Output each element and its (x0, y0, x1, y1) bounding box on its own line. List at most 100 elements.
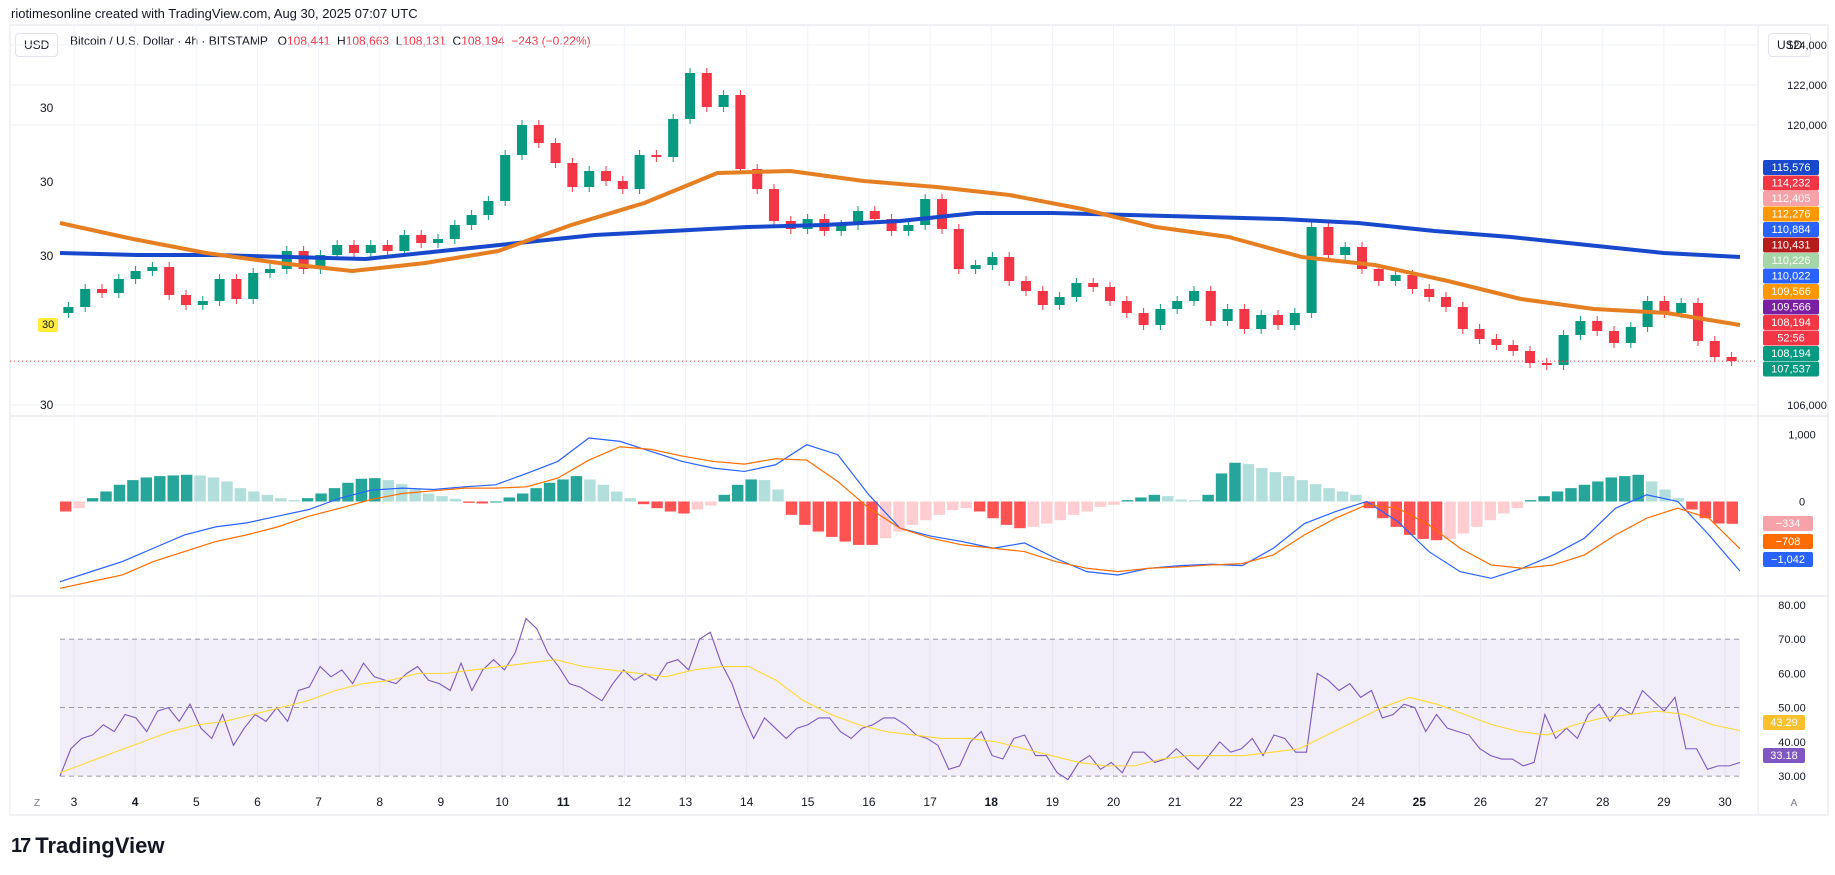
left-scale-label: 30 (40, 101, 54, 115)
macd-histogram-bar (812, 501, 825, 532)
moving-average-line (59, 211, 1741, 261)
candle (852, 211, 864, 225)
candle (214, 279, 225, 301)
x-tick-label: 24 (1351, 795, 1365, 809)
rsi-label-text: 33.18 (1770, 750, 1798, 762)
price-label-badge (1763, 299, 1819, 315)
x-tick-label: 3 (71, 795, 78, 809)
rsi-y-tick-label: 70.00 (1778, 634, 1806, 646)
candle (483, 201, 494, 215)
candle (500, 155, 511, 201)
macd-histogram-bar (1108, 501, 1120, 505)
price-label-badge (1763, 330, 1819, 346)
candle (987, 257, 998, 265)
macd-histogram-bar (960, 501, 972, 509)
auto-scale-button[interactable]: A (1790, 798, 1798, 809)
candle (1037, 291, 1048, 305)
macd-histogram-bar (973, 501, 986, 512)
price-label-text: 108,194 (1771, 348, 1811, 360)
macd-histogram-bar (732, 484, 744, 502)
macd-line (59, 446, 1741, 589)
rsi-line (59, 617, 1741, 781)
price-label-badge (1763, 191, 1819, 206)
macd-histogram-bar (1430, 501, 1443, 541)
x-tick-label: 4 (132, 795, 139, 809)
macd-histogram-bar (1726, 501, 1738, 524)
price-label-text: 112,405 (1772, 193, 1811, 205)
price-label-text: 112,276 (1772, 209, 1811, 221)
price-label-text: 107,537 (1771, 364, 1811, 376)
macd-histogram-bar (248, 491, 260, 502)
macd-histogram-bar (597, 484, 610, 502)
open-label: O (277, 34, 287, 48)
candle (1121, 301, 1132, 313)
candle (920, 199, 931, 225)
macd-histogram-bar (785, 501, 798, 515)
rsi-y-tick-label: 50.00 (1778, 703, 1806, 715)
chart-canvas[interactable]: 3 4 5 6 7 8 9 10 11 12 13 14 15 16 17 18 19 20 21 22 23 24 25 2… (0, 0, 1835, 830)
macd-histogram-bar (1511, 501, 1523, 509)
macd-histogram-bar (933, 501, 946, 515)
candle (1222, 309, 1233, 321)
candle (1457, 307, 1468, 329)
macd-histogram-bar (1296, 480, 1308, 502)
candle (1306, 227, 1317, 313)
macd-histogram-bar (342, 482, 354, 502)
macd-histogram-bar (1578, 484, 1591, 502)
reset-scale-button[interactable]: Z (33, 798, 41, 809)
macd-histogram-bar (866, 501, 878, 545)
macd-histogram-bar (113, 484, 126, 502)
macd-histogram-bar (194, 475, 206, 502)
candle (1373, 269, 1384, 281)
candle (1676, 303, 1687, 313)
macd-histogram-bar (503, 497, 515, 502)
candle (1541, 363, 1552, 365)
price-label-text: 108,194 (1771, 317, 1811, 329)
candle (1289, 313, 1300, 325)
candle (1272, 315, 1284, 325)
candle (600, 171, 612, 181)
macd-histogram-bar (1605, 477, 1618, 502)
candle (197, 301, 208, 305)
macd-histogram-bar (543, 482, 556, 502)
candle (1608, 331, 1620, 343)
x-tick-label: 30 (1718, 795, 1732, 809)
macd-histogram-bar (1471, 501, 1483, 527)
candle (248, 273, 259, 299)
candle (953, 229, 964, 269)
x-tick-label: 27 (1535, 795, 1549, 809)
macd-histogram-bar (1457, 501, 1470, 534)
candle (1155, 309, 1166, 325)
candle (1575, 321, 1586, 335)
macd-histogram-bar (1229, 462, 1241, 502)
left-scale-label: 30 (40, 175, 54, 189)
candle (869, 211, 880, 219)
rsi-label-badge (1763, 748, 1805, 763)
rsi-y-tick-label: 60.00 (1778, 668, 1806, 680)
price-label-text: 110,226 (1772, 255, 1811, 267)
macd-y-tick-label: 1,000 (1788, 430, 1816, 442)
candle (1642, 301, 1653, 327)
candle (567, 163, 578, 187)
macd-histogram-bar (1645, 481, 1658, 502)
macd-histogram-bar (1350, 494, 1362, 502)
macd-histogram-bar (1000, 501, 1013, 525)
currency-right-button[interactable]: USD (1768, 33, 1812, 57)
macd-label-text: −1,042 (1771, 554, 1805, 566)
candle (298, 251, 309, 269)
price-label-badge (1763, 160, 1819, 175)
macd-histogram-bar (301, 498, 314, 502)
candle (1020, 281, 1032, 291)
candle (1592, 321, 1603, 331)
candle (1407, 275, 1418, 289)
macd-histogram-bar (180, 474, 193, 502)
tradingview-logo-icon: 17 (11, 834, 31, 857)
macd-histogram-bar (758, 480, 771, 502)
x-tick-label: 5 (193, 795, 200, 809)
candle (1491, 339, 1502, 345)
candle (1709, 341, 1720, 357)
macd-histogram-bar (1256, 468, 1268, 502)
macd-histogram-bar (1027, 501, 1040, 527)
low-label: L (395, 34, 403, 48)
price-label-text: 110,884 (1772, 224, 1811, 236)
